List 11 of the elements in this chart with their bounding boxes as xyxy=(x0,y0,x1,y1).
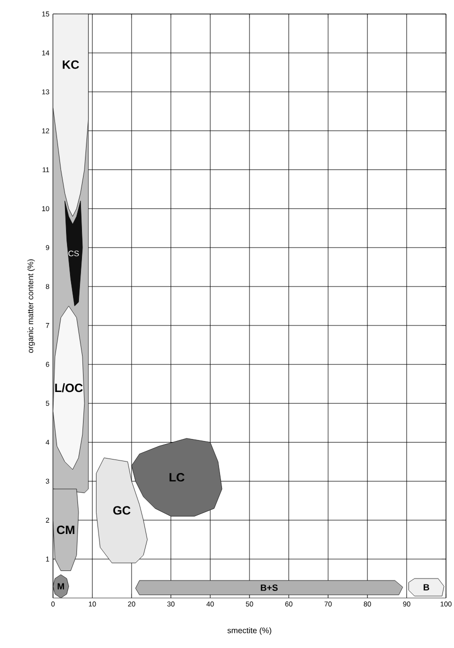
y-axis-title: organic matter content (%) xyxy=(27,259,35,353)
series-label: CM xyxy=(56,526,74,534)
series-label: B+S xyxy=(260,584,278,591)
series-label: L/OC xyxy=(55,383,83,392)
series-label: CS xyxy=(68,250,79,256)
x-axis-title: smectite (%) xyxy=(227,627,272,635)
series-label: LC xyxy=(170,473,184,482)
series-label: KC xyxy=(62,60,80,69)
series-label: M xyxy=(58,583,64,590)
series-label: B xyxy=(424,584,430,590)
series-label: GC xyxy=(113,506,130,515)
